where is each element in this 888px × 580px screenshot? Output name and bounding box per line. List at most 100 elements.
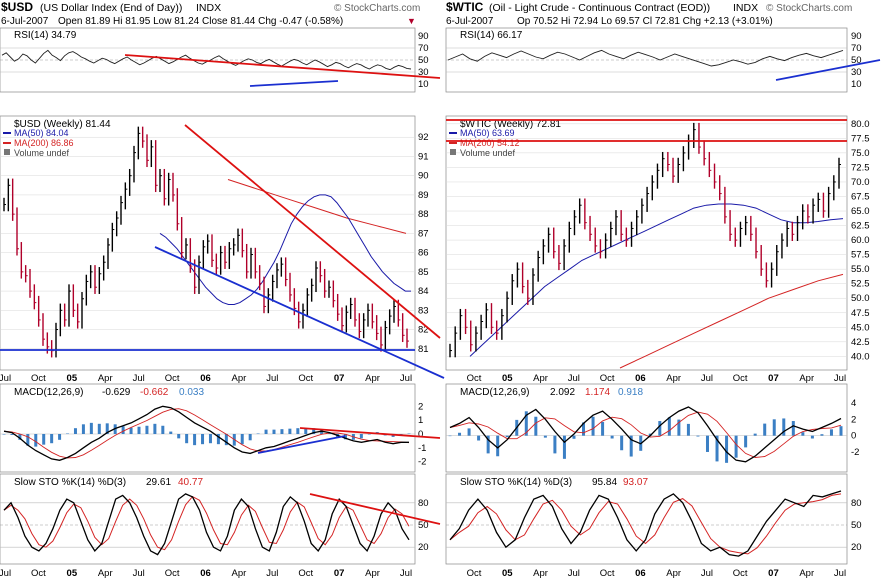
wtic-sto-k-line (449, 490, 842, 557)
wtic-rsi-tick-30: 30 (851, 67, 862, 78)
usd-macd-label: MACD(12,26,9) (14, 387, 83, 398)
usd-rsi-tick-30: 30 (418, 67, 429, 78)
wtic-macd-hist-bar (601, 421, 605, 436)
wtic-macd-hist-bar (725, 435, 729, 463)
wtic-rsi-tick-50: 50 (851, 55, 862, 66)
wtic-macd-hist-bar (582, 422, 586, 436)
wtic-macd-signal: 1.174 (585, 387, 610, 398)
wtic-price-tick-40.0: 40.0 (851, 351, 870, 362)
usd-xtick2-07: 07 (334, 568, 345, 579)
usd-macd-hist-bar (407, 433, 411, 435)
usd-rsi-trend-red (124, 54, 441, 79)
wtic-price-tick-47.5: 47.5 (851, 308, 870, 319)
usd-macd-hist-bar (81, 424, 85, 434)
wtic-macd-hist-bar (572, 435, 576, 439)
wtic-xtick2-Apr: Apr (799, 568, 814, 579)
usd-price-tick-90: 90 (418, 171, 429, 182)
wtic-xtick-Oct: Oct (467, 373, 482, 384)
usd-xtick2-Jul: Jul (266, 568, 278, 579)
wtic-xtick-Apr: Apr (666, 373, 681, 384)
usd-rsi-tick-70: 70 (418, 43, 429, 54)
wtic-rsi-tick-70: 70 (851, 43, 862, 54)
wtic-x-axis: Oct 05 Apr Jul Oct 06 Apr Jul Oct 07 Apr Jul (467, 373, 846, 384)
usd-price-tick-85: 85 (418, 267, 429, 278)
wtic-macd-hist-bar (477, 435, 481, 441)
usd-price-trend-red (184, 124, 441, 339)
usd-macd-hist-bar (280, 429, 284, 434)
usd-price-tick-91: 91 (418, 151, 429, 162)
wtic-ma50-label: MA(50) 63.69 (460, 128, 515, 138)
wtic-xtick2-Apr: Apr (533, 568, 548, 579)
wtic-rsi-tick-10: 10 (851, 79, 862, 90)
wtic-xtick-Apr: Apr (799, 373, 814, 384)
wtic-macd-hist-bar (562, 435, 566, 459)
usd-rsi-tick-50: 50 (418, 55, 429, 66)
wtic-macd-tick--2: -2 (851, 447, 859, 458)
wtic-macd-hist-bar (534, 416, 538, 436)
usd-ohlc: Open 81.89 Hi 81.95 Low 81.24 Close 81.4… (58, 16, 343, 27)
wtic-rsi-tick-90: 90 (851, 31, 862, 42)
usd-macd-tick-2: 2 (418, 401, 423, 412)
wtic-xtick-07: 07 (768, 373, 779, 384)
usd-macd-hist-bar (121, 426, 125, 434)
wtic-macd-hist-bar (591, 416, 595, 436)
wtic-xtick-Jul: Jul (834, 373, 846, 384)
wtic-price-tick-50.0: 50.0 (851, 293, 870, 304)
wtic-xtick2-07: 07 (768, 568, 779, 579)
wtic-macd-hist-bar (763, 423, 767, 436)
usd-macd-hist-bar (201, 434, 205, 445)
wtic-sto-k: 95.84 (592, 477, 617, 488)
wtic-macd-hist-bar (734, 435, 738, 458)
wtic-macd-hist-bar (553, 435, 557, 454)
wtic-sto-axis: 80 50 20 (446, 498, 862, 553)
wtic-price-tick-62.5: 62.5 (851, 221, 870, 232)
usd-sto-tick-20: 20 (418, 542, 429, 553)
wtic-price-legend: $WTIC (Weekly) 72.81 (460, 119, 561, 130)
wtic-macd-tick-2: 2 (851, 414, 856, 425)
wtic-sto-tick-50: 50 (851, 520, 862, 531)
wtic-macd-hist-bar (458, 432, 462, 436)
wtic-exchange: INDX (733, 2, 758, 14)
wtic-macd-hist-bar (667, 417, 671, 436)
wtic-macd-hist-bar (505, 435, 509, 438)
usd-macd-hist-bar (58, 434, 62, 440)
wtic-price-tick-65.0: 65.0 (851, 206, 870, 217)
usd-macd-hist-bar (193, 434, 197, 446)
wtic-price-tick-60.0: 60.0 (851, 235, 870, 246)
usd-macd-hist-bar (304, 428, 308, 434)
usd-sto-tick-80: 80 (418, 498, 429, 509)
usd-price-tick-83: 83 (418, 305, 429, 316)
usd-xtick-Apr: Apr (365, 373, 380, 384)
usd-description: (US Dollar Index (End of Day)) (40, 2, 182, 14)
usd-macd-hist-bar (328, 433, 332, 435)
usd-macd-hist-bar (26, 434, 30, 446)
usd-macd-hist-bar (264, 429, 268, 434)
wtic-macd-hist-bar (496, 435, 500, 457)
usd-xtick2-05: 05 (67, 568, 78, 579)
usd-watermark: © StockCharts.com (334, 3, 420, 14)
wtic-xtick-05: 05 (502, 373, 513, 384)
usd-rsi-tick-90: 90 (418, 31, 429, 42)
wtic-macd-panel (445, 383, 848, 473)
usd-price-axis: 92 91 90 89 88 87 86 85 84 83 82 81 (418, 132, 429, 355)
wtic-date: 6-Jul-2007 (446, 16, 494, 27)
usd-price-tick-89: 89 (418, 190, 429, 201)
wtic-xtick-Jul: Jul (701, 373, 713, 384)
wtic-volume-swatch (450, 149, 456, 155)
usd-macd-hist-bar (169, 431, 173, 434)
wtic-macd-hist-bar (715, 435, 719, 462)
usd-xtick-Jul: Jul (133, 373, 145, 384)
wtic-macd-hist-bar (677, 419, 681, 436)
usd-macd-hist-bar (73, 428, 77, 434)
usd-price-tick-84: 84 (418, 286, 429, 297)
wtic-xtick2-Jul: Jul (701, 568, 713, 579)
usd-ma50-line (159, 194, 411, 305)
wtic-price-tick-55.0: 55.0 (851, 264, 870, 275)
wtic-macd-tick-0: 0 (851, 431, 856, 442)
usd-xtick-Oct: Oct (31, 373, 46, 384)
usd-xtick-Apr: Apr (98, 373, 113, 384)
usd-xtick-Apr: Apr (232, 373, 247, 384)
wtic-volume-label: Volume undef (460, 148, 516, 158)
